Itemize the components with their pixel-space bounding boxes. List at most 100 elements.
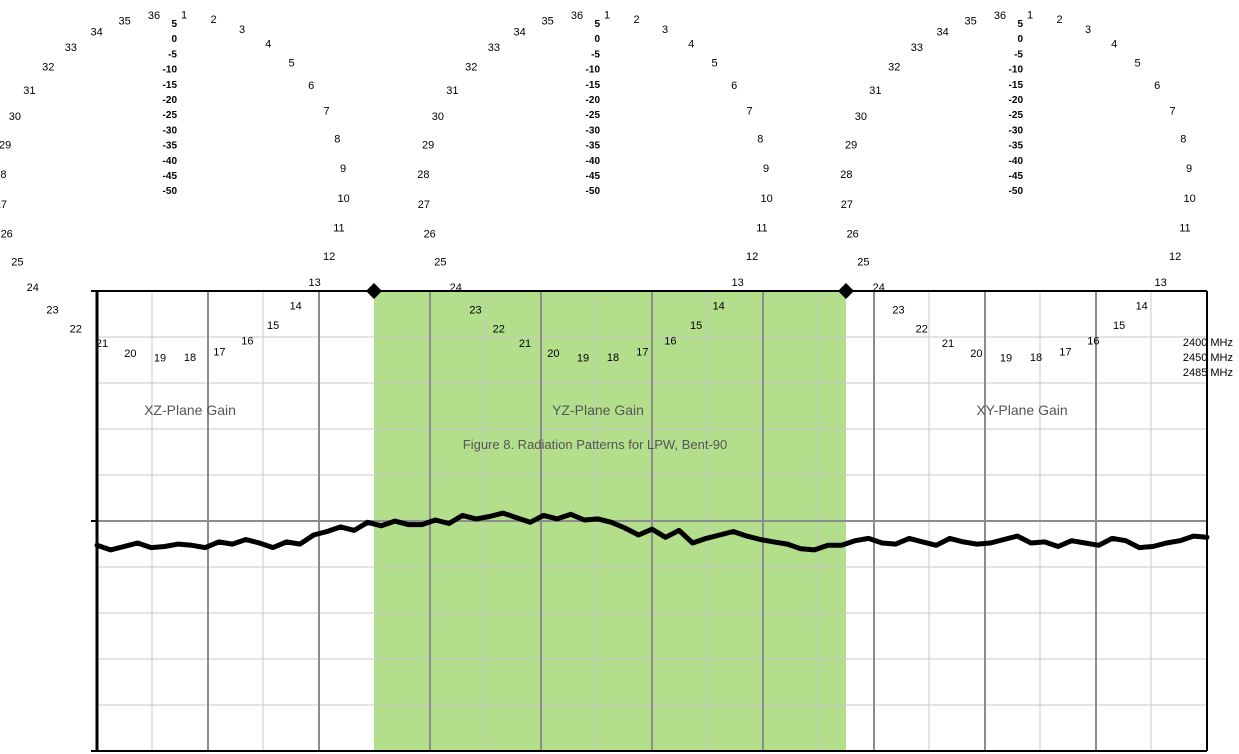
angle-label: 34 [936, 26, 948, 38]
db-label: 0 [1017, 34, 1023, 45]
db-label: -15 [586, 80, 601, 91]
angle-label: 24 [450, 282, 462, 294]
angle-label: 7 [324, 106, 330, 118]
angle-label: 3 [1085, 24, 1091, 36]
db-label: -10 [163, 65, 178, 76]
angle-label: 16 [664, 336, 676, 348]
angle-label: 20 [970, 348, 982, 360]
angle-label: 31 [446, 85, 458, 97]
angle-label: 21 [96, 338, 108, 350]
angle-label: 14 [290, 301, 302, 313]
angle-label: 26 [1, 228, 13, 240]
legend-entry: 2400 MHz [1183, 337, 1233, 349]
angle-label: 30 [9, 111, 21, 123]
angle-label: 9 [340, 163, 346, 175]
angle-label: 1 [181, 9, 187, 21]
angle-label: 23 [892, 305, 904, 317]
plane-title: XZ-Plane Gain [144, 402, 236, 418]
angle-label: 5 [288, 57, 294, 69]
db-label: -35 [1009, 141, 1024, 152]
angle-label: 33 [65, 42, 77, 54]
db-label: -35 [163, 141, 178, 152]
angle-label: 21 [942, 338, 954, 350]
angle-label: 17 [213, 346, 225, 358]
db-label: -5 [1014, 49, 1023, 60]
angle-label: 20 [124, 348, 136, 360]
angle-label: 14 [713, 301, 725, 313]
angle-label: 29 [845, 139, 857, 151]
angle-label: 31 [869, 85, 881, 97]
angle-label: 29 [0, 139, 11, 151]
db-label: -10 [1009, 65, 1024, 76]
angle-label: 19 [154, 353, 166, 365]
angle-label: 15 [267, 320, 279, 332]
angle-label: 33 [911, 42, 923, 54]
db-label: -20 [163, 95, 178, 106]
angle-label: 11 [1179, 223, 1190, 235]
angle-label: 2 [634, 14, 640, 26]
angle-label: 30 [855, 111, 867, 123]
angle-label: 15 [1113, 320, 1125, 332]
plane-titles: XZ-Plane Gain YZ-Plane Gain XY-Plane Gain [144, 402, 1068, 418]
angle-label: 34 [513, 26, 525, 38]
angle-label: 14 [1136, 301, 1148, 313]
angle-label: 16 [241, 336, 253, 348]
angle-label: 32 [42, 62, 54, 74]
db-label: -25 [1009, 110, 1024, 121]
db-scale-labels: 50-5-10-15-20-25-30-35-40-45-5050-5-10-1… [163, 19, 1024, 197]
angle-label: 4 [688, 38, 694, 50]
angle-label: 19 [1000, 353, 1012, 365]
angle-label: 6 [1154, 80, 1160, 92]
db-label: -40 [163, 156, 178, 167]
plot-grid [91, 290, 1208, 752]
db-label: -35 [586, 141, 601, 152]
angle-label: 1 [604, 9, 610, 21]
angle-label: 10 [760, 193, 772, 205]
angle-label: 27 [418, 199, 430, 211]
angle-label: 6 [731, 80, 737, 92]
angle-label: 9 [763, 163, 769, 175]
db-label: -15 [1009, 80, 1024, 91]
angle-label: 1 [1027, 9, 1033, 21]
angle-label: 26 [847, 228, 859, 240]
legend-entry: 2450 MHz [1183, 352, 1233, 364]
db-label: 5 [1017, 19, 1023, 30]
angle-label: 10 [337, 193, 349, 205]
angle-label: 20 [547, 348, 559, 360]
angle-label: 23 [469, 305, 481, 317]
angle-label: 28 [0, 169, 7, 181]
angle-label: 35 [118, 16, 130, 28]
db-label: -40 [586, 156, 601, 167]
angle-label: 22 [70, 324, 82, 336]
angle-label: 25 [857, 256, 869, 268]
db-label: -5 [591, 49, 600, 60]
series-line [94, 510, 1210, 553]
angle-label: 28 [417, 169, 429, 181]
db-label: -40 [1009, 156, 1024, 167]
band-marker [366, 283, 382, 299]
angle-label: 36 [994, 10, 1006, 22]
db-label: -5 [168, 49, 177, 60]
angle-label: 18 [184, 352, 196, 364]
angle-label: 2 [1057, 14, 1063, 26]
angle-label: 12 [1169, 251, 1181, 263]
angle-label: 24 [873, 282, 885, 294]
angle-label: 36 [148, 10, 160, 22]
angle-label: 12 [746, 251, 758, 263]
angle-label: 9 [1186, 163, 1192, 175]
polar-angle-labels: 1 234567891011121314151617181920212223242… [0, 9, 1196, 364]
db-label: -50 [163, 186, 178, 197]
db-label: -45 [586, 171, 601, 182]
angle-label: 11 [756, 223, 767, 235]
angle-label: 35 [541, 16, 553, 28]
angle-label: 3 [239, 24, 245, 36]
angle-label: 4 [265, 38, 271, 50]
angle-label: 8 [1180, 134, 1186, 146]
angle-label: 22 [493, 324, 505, 336]
db-label: -30 [586, 125, 601, 136]
db-label: -30 [1009, 125, 1024, 136]
angle-label: 3 [662, 24, 668, 36]
db-label: -50 [586, 186, 601, 197]
angle-label: 13 [731, 277, 743, 289]
